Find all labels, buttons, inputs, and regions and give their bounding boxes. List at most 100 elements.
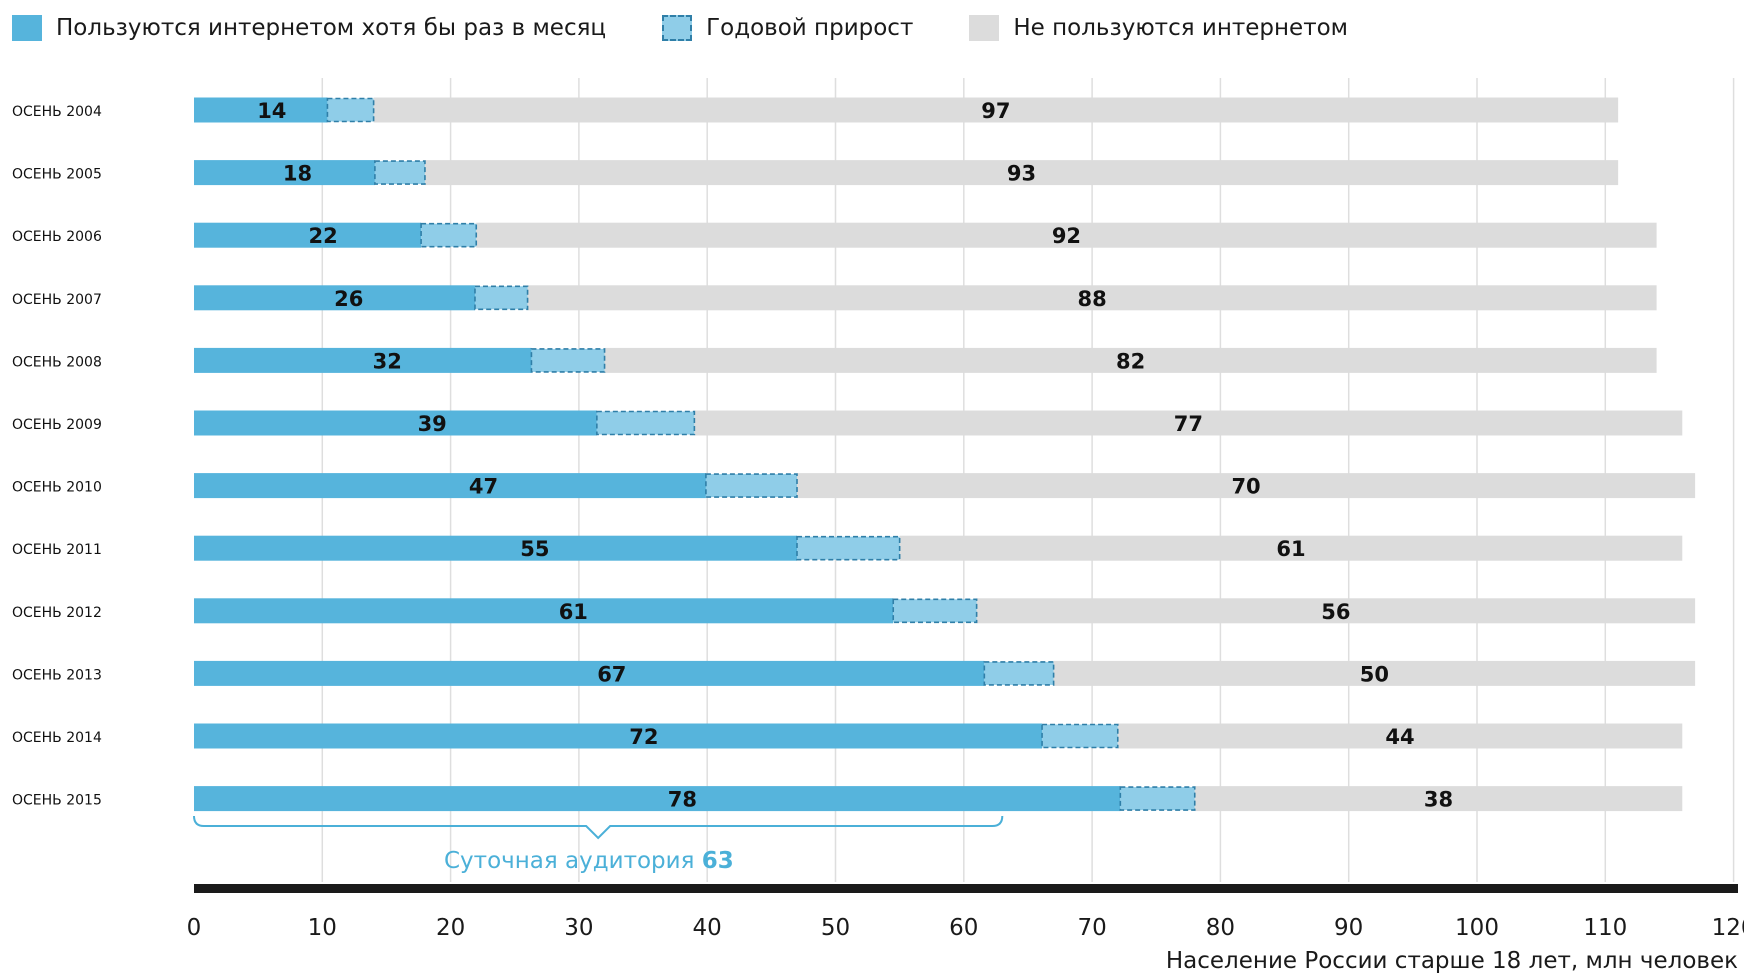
- bar-users: [194, 723, 1043, 749]
- bar-users: [194, 535, 798, 561]
- legend-item-non-users: Не пользуются интернетом: [969, 15, 1348, 41]
- x-tick-label: 50: [821, 915, 850, 941]
- legend-item-users: Пользуются интернетом хотя бы раз в меся…: [12, 15, 606, 41]
- users-value-label: 72: [629, 725, 658, 749]
- bar-growth: [326, 97, 375, 123]
- non-users-value-label: 82: [1116, 349, 1145, 373]
- x-axis-line: [194, 884, 1738, 893]
- users-value-label: 47: [469, 475, 498, 499]
- non-users-value-label: 44: [1385, 725, 1414, 749]
- bar-users: [194, 660, 985, 686]
- bar-non-users: [1053, 660, 1696, 686]
- bar-users: [194, 97, 328, 123]
- bar-growth: [1119, 786, 1196, 811]
- category-label: ОСЕНЬ 2004: [12, 104, 102, 120]
- bar-non-users: [527, 285, 1657, 311]
- x-tick-label: 100: [1455, 915, 1499, 941]
- bar-non-users: [476, 222, 1657, 248]
- legend: Пользуются интернетом хотя бы раз в меся…: [12, 8, 1404, 48]
- bar-growth: [983, 661, 1055, 686]
- bar-non-users: [1194, 786, 1683, 812]
- bar-non-users: [694, 410, 1683, 436]
- non-users-value-label: 50: [1360, 662, 1389, 686]
- users-value-label: 67: [597, 662, 626, 686]
- users-value-label: 14: [257, 99, 286, 123]
- category-label: ОСЕНЬ 2008: [12, 354, 102, 370]
- bar-growth: [892, 598, 978, 624]
- non-users-value-label: 88: [1077, 287, 1106, 311]
- bar-non-users: [899, 535, 1683, 561]
- category-label: ОСЕНЬ 2012: [12, 605, 102, 621]
- category-label: ОСЕНЬ 2015: [12, 793, 102, 809]
- bar-users: [194, 410, 597, 436]
- bar-non-users: [373, 97, 1619, 123]
- x-tick-label: 70: [1077, 915, 1106, 941]
- non-users-value-label: 61: [1276, 537, 1305, 561]
- bar-users: [194, 598, 894, 624]
- bar-growth: [596, 410, 696, 436]
- users-value-label: 32: [373, 349, 402, 373]
- x-tick-label: 40: [693, 915, 722, 941]
- users-value-label: 55: [520, 537, 549, 561]
- users-value-label: 61: [559, 600, 588, 624]
- users-value-label: 22: [309, 224, 338, 248]
- bar-non-users: [1117, 723, 1683, 749]
- legend-swatch-users: [12, 15, 42, 41]
- legend-label-growth: Годовой прирост: [706, 15, 914, 41]
- bar-growth: [530, 348, 606, 373]
- x-tick-label: 60: [949, 915, 978, 941]
- legend-item-growth: Годовой прирост: [662, 15, 913, 41]
- legend-swatch-growth: [662, 15, 693, 41]
- legend-label-non-users: Не пользуются интернетом: [1013, 15, 1349, 41]
- users-value-label: 18: [283, 162, 312, 186]
- x-tick-label: 30: [564, 915, 593, 941]
- bar-non-users: [424, 160, 1619, 186]
- x-tick-label: 120: [1712, 915, 1744, 941]
- bar-growth: [474, 285, 529, 311]
- bar-non-users: [604, 347, 1657, 373]
- bar-growth: [796, 535, 901, 561]
- annotation-label: Суточная аудитория 63: [444, 848, 734, 874]
- category-label: ОСЕНЬ 2013: [12, 667, 102, 683]
- category-labels: ОСЕНЬ 2004 ОСЕНЬ 2005 ОСЕНЬ 2006 ОСЕНЬ 2007…: [12, 104, 102, 809]
- annotation-text: Суточная аудитория: [444, 848, 702, 874]
- non-users-value-label: 92: [1052, 224, 1081, 248]
- x-tick-label: 0: [187, 915, 202, 941]
- x-tick-label: 80: [1206, 915, 1235, 941]
- bar-growth: [420, 222, 478, 248]
- bar-value-labels: 14 97 18 93 22 92 26 88 32 82 39 77 47 70 55 61 61 56 67 50…: [257, 99, 1453, 812]
- category-label: ОСЕНЬ 2005: [12, 167, 102, 183]
- non-users-value-label: 38: [1424, 788, 1453, 812]
- bars: [194, 97, 1696, 812]
- non-users-value-label: 77: [1174, 412, 1203, 436]
- x-tick-label: 110: [1583, 915, 1627, 941]
- bar-users: [194, 786, 1121, 812]
- bar-non-users: [797, 473, 1696, 499]
- category-label: ОСЕНЬ 2006: [12, 229, 102, 245]
- bar-growth: [705, 473, 798, 498]
- bar-growth: [1041, 723, 1119, 749]
- x-tick-label: 20: [436, 915, 465, 941]
- non-users-value-label: 56: [1321, 600, 1350, 624]
- annotation-bracket: [193, 815, 1004, 840]
- non-users-value-label: 97: [981, 99, 1010, 123]
- users-value-label: 39: [418, 412, 447, 436]
- bar-non-users: [976, 598, 1696, 624]
- category-label: ОСЕНЬ 2007: [12, 292, 102, 308]
- daily-audience-annotation: Суточная аудитория 63: [193, 815, 1004, 874]
- annotation-value: 63: [702, 848, 734, 874]
- category-label: ОСЕНЬ 2011: [12, 542, 102, 558]
- non-users-value-label: 93: [1007, 162, 1036, 186]
- x-axis-title: Население России старше 18 лет, млн чело…: [1166, 948, 1738, 974]
- x-tick-label: 10: [308, 915, 337, 941]
- category-label: ОСЕНЬ 2014: [12, 730, 102, 746]
- users-value-label: 78: [668, 788, 697, 812]
- category-label: ОСЕНЬ 2009: [12, 417, 102, 433]
- bar-users: [194, 285, 475, 311]
- bar-users: [194, 473, 706, 499]
- legend-label-users: Пользуются интернетом хотя бы раз в меся…: [56, 15, 607, 41]
- category-label: ОСЕНЬ 2010: [12, 480, 102, 496]
- x-tick-label: 90: [1334, 915, 1363, 941]
- bar-growth: [374, 160, 426, 185]
